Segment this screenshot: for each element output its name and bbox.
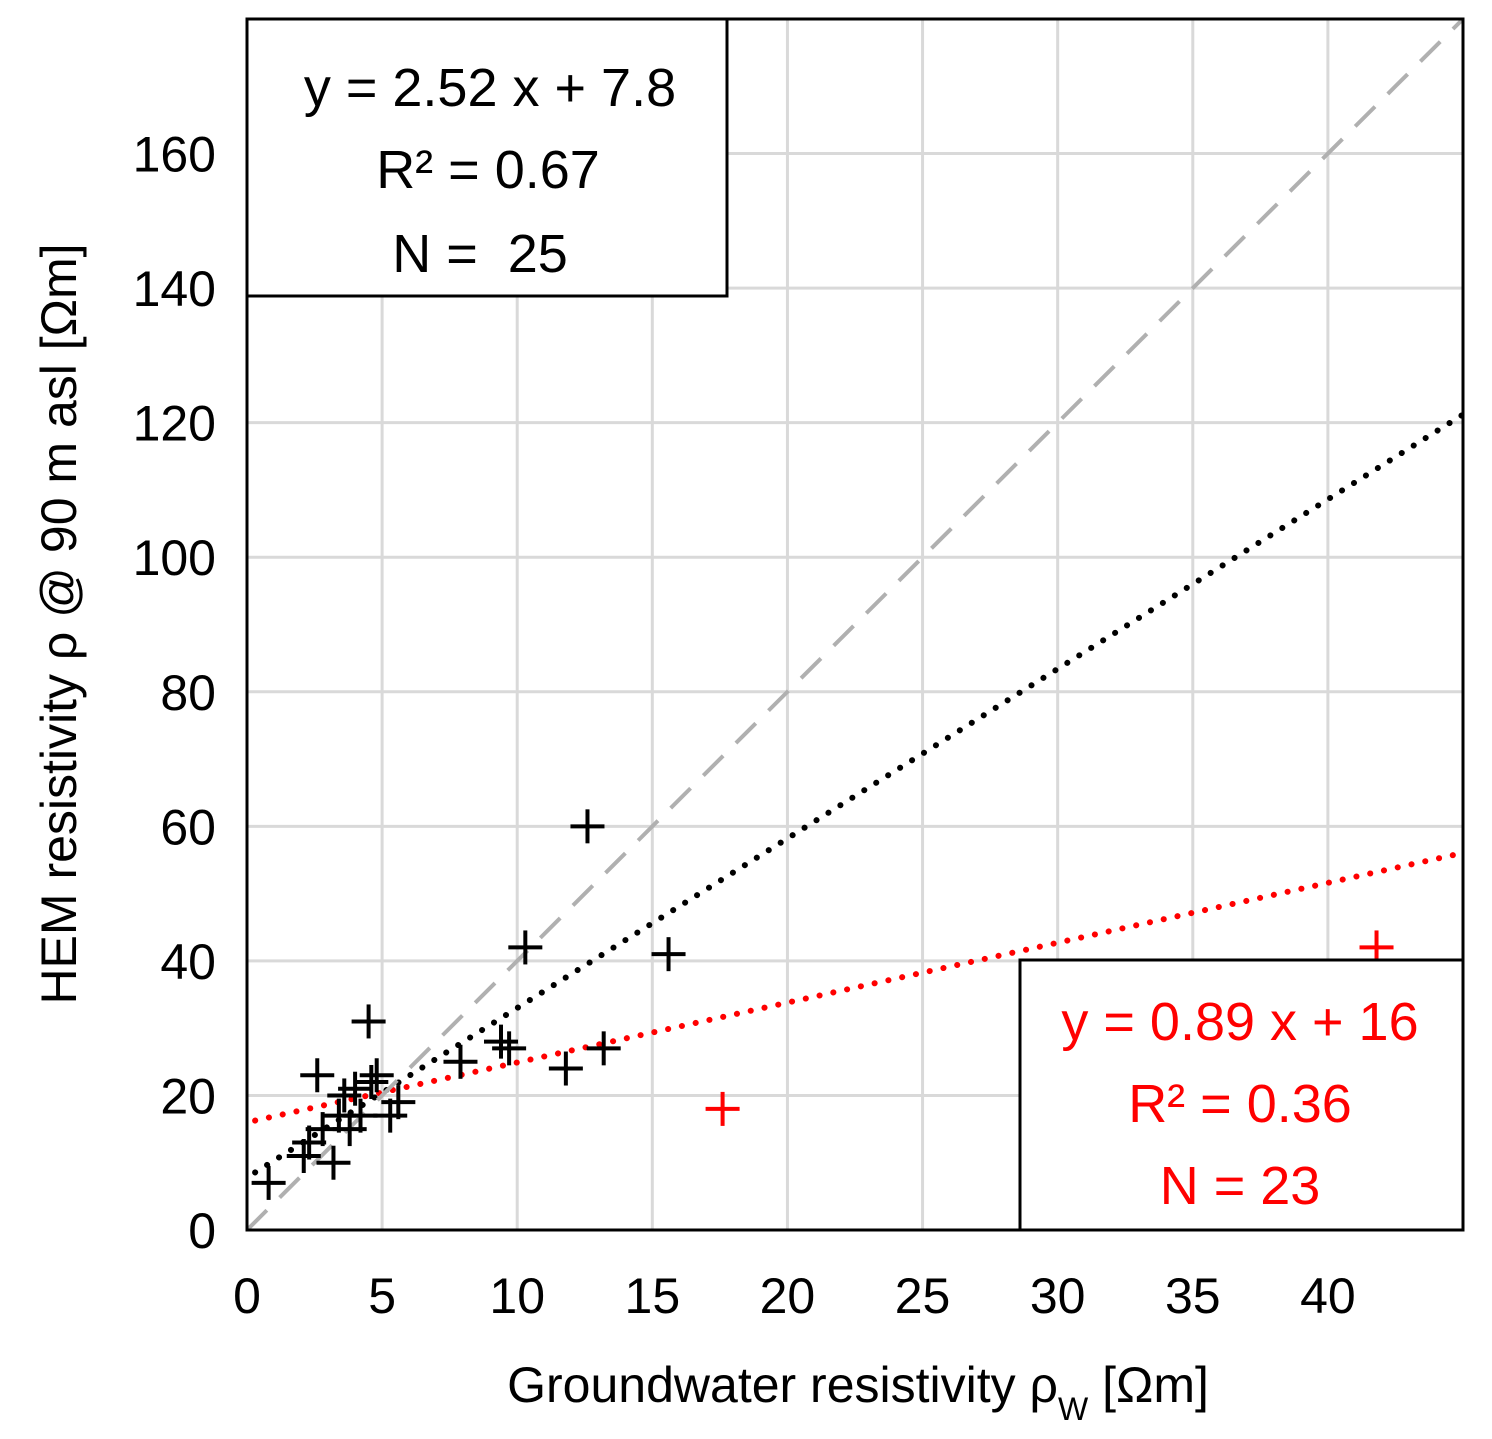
black-fit-line: [252, 411, 1463, 1176]
black-data-point: [300, 1058, 335, 1093]
black-data-point: [651, 937, 686, 972]
y-tick-label: 140: [133, 261, 216, 317]
red-data-point: [705, 1091, 740, 1126]
x-tick-label: 0: [233, 1268, 261, 1324]
y-tick-label: 160: [133, 127, 216, 183]
black-fit-annotation: y = 2.52 x + 7.8 R² = 0.67 N = 25: [245, 17, 729, 298]
black-data-point: [381, 1085, 416, 1120]
y-tick-label: 120: [133, 396, 216, 452]
black-data-point: [443, 1044, 478, 1079]
black-data-point: [292, 1125, 327, 1160]
y-tick-label: 0: [188, 1203, 216, 1259]
black-data-point: [492, 1031, 527, 1066]
black-data-point: [338, 1071, 373, 1106]
black-data-point: [351, 1004, 386, 1039]
black-data-point: [354, 1064, 389, 1099]
black-data-point: [373, 1098, 408, 1133]
red-fit-r2: R² = 0.36: [1128, 1074, 1352, 1134]
black-data-point: [343, 1098, 378, 1133]
y-tick-label: 20: [160, 1068, 216, 1124]
x-axis-label: Groundwater resistivity ρW [Ωm]: [507, 1357, 1209, 1427]
black-data-point: [316, 1145, 351, 1180]
black-fit-equation: y = 2.52 x + 7.8: [304, 58, 676, 118]
y-tick-label: 100: [133, 530, 216, 586]
x-tick-label: 40: [1300, 1268, 1356, 1324]
black-data-point: [359, 1058, 394, 1093]
black-data-point: [286, 1138, 321, 1173]
black-data-point: [508, 930, 543, 965]
y-tick-label: 60: [160, 799, 216, 855]
red-fit-annotation: y = 0.89 x + 16 R² = 0.36 N = 23: [1018, 958, 1465, 1232]
x-tick-label: 10: [489, 1268, 545, 1324]
black-data-point: [251, 1165, 286, 1200]
black-data-point: [484, 1024, 519, 1059]
trendlines: [247, 19, 1463, 1230]
y-tick-label: 40: [160, 934, 216, 990]
red-fit-n: N = 23: [1160, 1156, 1321, 1216]
black-fit-r2: R² = 0.67: [376, 140, 600, 200]
1-1-line-line: [247, 19, 1463, 1230]
axis-tick-labels: 0 5 10 15 20 25 30 35 40 0 20 40 60 80 100 120 140 160: [133, 127, 1356, 1324]
data-points: [251, 809, 1394, 1200]
x-tick-label: 30: [1030, 1268, 1086, 1324]
red-fit-equation: y = 0.89 x + 16: [1061, 992, 1418, 1052]
y-tick-label: 80: [160, 665, 216, 721]
x-tick-label: 20: [760, 1268, 816, 1324]
red-fit-line: [252, 849, 1463, 1124]
red-fit-box: [1018, 958, 1465, 1232]
y-axis-label: HEM resistivity ρ @ 90 m asl [Ωm]: [31, 243, 87, 1004]
black-data-point: [586, 1031, 621, 1066]
x-tick-label: 5: [368, 1268, 396, 1324]
x-tick-label: 15: [625, 1268, 681, 1324]
plot-frame: [245, 17, 1465, 1232]
black-data-point: [570, 809, 605, 844]
x-tick-label: 35: [1165, 1268, 1221, 1324]
x-tick-label: 25: [895, 1268, 951, 1324]
black-fit-n: N = 25: [392, 224, 568, 284]
black-data-point: [548, 1051, 583, 1086]
